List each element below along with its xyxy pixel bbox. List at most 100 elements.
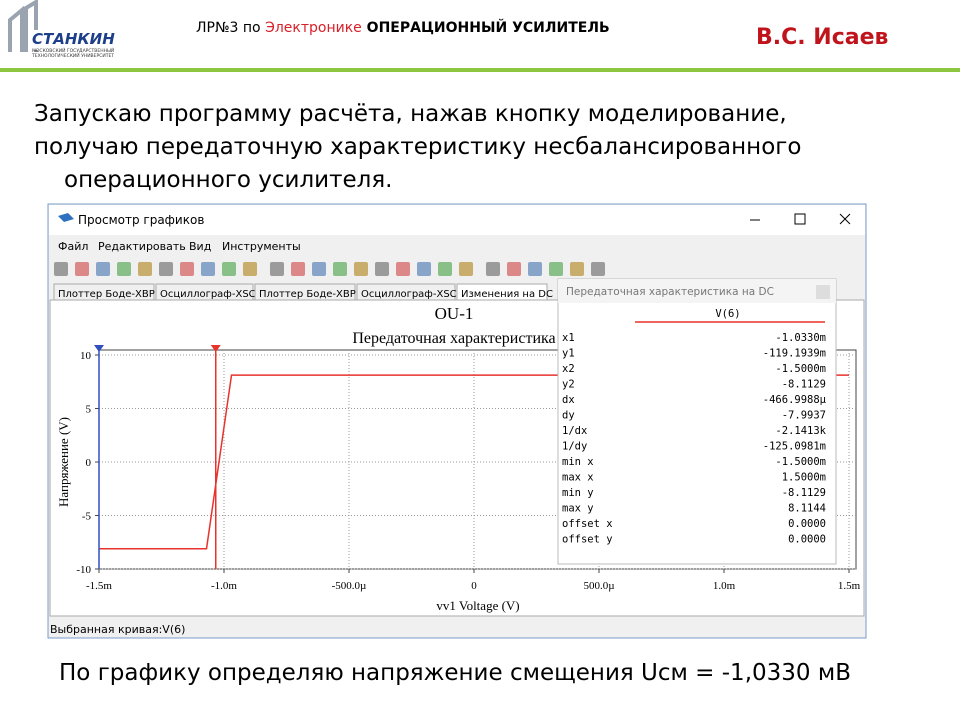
row-label: dx: [562, 394, 575, 406]
tool-button[interactable]: [180, 262, 194, 276]
y-tick-label: 0: [86, 457, 92, 469]
row-label: y2: [562, 379, 575, 391]
tool-button[interactable]: [75, 262, 89, 276]
x-tick-label: 1.0m: [713, 580, 736, 592]
header-part: ОПЕРАЦИОННЫЙ УСИЛИТЕЛЬ: [362, 19, 610, 36]
tool-button[interactable]: [138, 262, 152, 276]
chart-subtitle: Передаточная характеристика: [352, 330, 555, 347]
y-tick-label: 5: [86, 404, 92, 416]
header-part: ЛР№3 по: [196, 20, 265, 36]
tool-button[interactable]: [117, 262, 131, 276]
tool-button[interactable]: [396, 262, 410, 276]
conclusion: По графику определяю напряжение смещения…: [59, 660, 851, 686]
tab-label: Осциллограф-XSC1: [361, 289, 463, 300]
cursor-panel-titlebar: [558, 279, 836, 303]
row-value: -2.1413k: [775, 425, 826, 437]
tool-button[interactable]: [333, 262, 347, 276]
tool-button[interactable]: [159, 262, 173, 276]
logo-text: СТАНКИН: [32, 30, 115, 48]
cursor-handle[interactable]: [94, 345, 104, 352]
logo-subtitle: ТЕХНОЛОГИЧЕСКИЙ УНИВЕРСИТЕТ: [31, 52, 114, 59]
row-label: max x: [562, 472, 594, 484]
y-axis-label: Напряжение (V): [56, 417, 71, 507]
author: В.С. Исаев: [756, 25, 888, 50]
intro-line: Запускаю программу расчёта, нажав кнопку…: [34, 101, 787, 127]
tool-button[interactable]: [570, 262, 584, 276]
row-value: -125.0981m: [763, 441, 826, 453]
menu-item[interactable]: Редактировать: [98, 240, 186, 253]
row-label: max y: [562, 503, 594, 515]
row-label: offset y: [562, 534, 613, 546]
header-part: Электронике: [265, 20, 362, 36]
tool-button[interactable]: [54, 262, 68, 276]
y-tick-label: -10: [76, 564, 91, 576]
tool-button[interactable]: [438, 262, 452, 276]
tool-button[interactable]: [507, 262, 521, 276]
tool-button[interactable]: [201, 262, 215, 276]
tool-button[interactable]: [270, 262, 284, 276]
x-axis-label: vv1 Voltage (V): [436, 598, 519, 613]
row-value: -1.5000m: [775, 363, 826, 375]
cursor-panel-close[interactable]: [816, 285, 830, 299]
tool-button[interactable]: [486, 262, 500, 276]
window-title: Просмотр графиков: [78, 213, 204, 227]
row-value: -1.5000m: [775, 456, 826, 468]
x-tick-label: 1.5m: [838, 580, 861, 592]
maximize[interactable]: [794, 213, 806, 225]
intro-line: получаю передаточную характеристику несб…: [34, 134, 801, 160]
tool-button[interactable]: [222, 262, 236, 276]
row-value: -466.9988µ: [763, 394, 827, 406]
row-label: dy: [562, 410, 575, 422]
row-value: -7.9937: [782, 410, 826, 422]
tool-button[interactable]: [375, 262, 389, 276]
tool-button[interactable]: [591, 262, 605, 276]
menu-item[interactable]: Инструменты: [222, 240, 301, 253]
row-label: x2: [562, 363, 575, 375]
tool-button[interactable]: [549, 262, 563, 276]
intro-line: операционного усилителя.: [64, 167, 393, 193]
tool-button[interactable]: [417, 262, 431, 276]
menu-item[interactable]: Файл: [58, 240, 88, 253]
row-value: -8.1129: [782, 487, 826, 499]
column-header: V(6): [715, 308, 740, 320]
row-value: -8.1129: [782, 379, 826, 391]
tool-button[interactable]: [312, 262, 326, 276]
cursor-handle[interactable]: [210, 345, 221, 352]
tab-label: Плоттер Боде-XBP1: [259, 289, 362, 300]
series-line: [99, 374, 849, 550]
row-label: offset x: [562, 518, 613, 530]
tool-button[interactable]: [243, 262, 257, 276]
x-tick-label: -1.5m: [86, 580, 112, 592]
row-value: 0.0000: [788, 518, 826, 530]
y-tick-label: 10: [80, 350, 92, 362]
toolbar: [54, 262, 605, 276]
cursor-panel: [557, 278, 837, 565]
row-label: y1: [562, 348, 575, 360]
chart-title: OU-1: [435, 304, 474, 323]
menu-item[interactable]: Вид: [189, 240, 212, 253]
header-rule: [0, 68, 960, 72]
row-label: x1: [562, 332, 575, 344]
y-tick-label: -5: [82, 511, 92, 523]
title-bar: [49, 205, 865, 235]
tool-button[interactable]: [291, 262, 305, 276]
row-label: min y: [562, 487, 594, 499]
status-bar: [49, 620, 865, 637]
row-value: 8.1144: [788, 503, 826, 515]
tab-label: Изменения на DC: [461, 289, 553, 300]
tool-button[interactable]: [96, 262, 110, 276]
tool-button[interactable]: [528, 262, 542, 276]
status-text: Выбранная кривая:V(6): [50, 623, 185, 636]
logo-subtitle: МОСКОВСКИЙ ГОСУДАРСТВЕННЫЙ: [32, 47, 114, 54]
tool-button[interactable]: [459, 262, 473, 276]
x-tick-label: 0: [471, 580, 477, 592]
header-title: ЛР№3 по Электронике ОПЕРАЦИОННЫЙ УСИЛИТЕ…: [196, 19, 610, 36]
close[interactable]: [839, 213, 851, 225]
tool-button[interactable]: [354, 262, 368, 276]
tab-label: Плоттер Боде-XBP1: [58, 289, 161, 300]
x-tick-label: -500.0µ: [332, 580, 367, 592]
cursor-panel-title: Передаточная характеристика на DC: [566, 286, 774, 298]
row-value: -119.1939m: [763, 348, 826, 360]
